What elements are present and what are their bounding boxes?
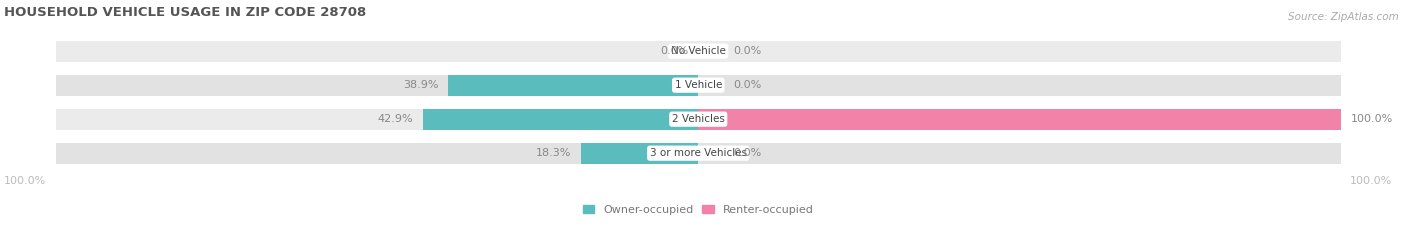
Text: 38.9%: 38.9% [404,80,439,90]
Text: 100.0%: 100.0% [1351,114,1393,124]
Bar [581,143,699,164]
Text: 2 Vehicles: 2 Vehicles [672,114,724,124]
Bar [699,109,1341,130]
Bar [56,143,699,164]
Bar [699,143,1341,164]
Text: 18.3%: 18.3% [536,148,571,158]
Bar [56,41,699,62]
Text: 3 or more Vehicles: 3 or more Vehicles [650,148,747,158]
Text: 0.0%: 0.0% [734,148,762,158]
Text: 0.0%: 0.0% [734,46,762,56]
Bar [56,109,699,130]
Bar [699,75,1341,96]
Text: Source: ZipAtlas.com: Source: ZipAtlas.com [1288,12,1399,22]
Text: 0.0%: 0.0% [734,80,762,90]
Text: 42.9%: 42.9% [377,114,413,124]
Bar [449,75,699,96]
Text: 100.0%: 100.0% [1350,176,1392,186]
Text: 1 Vehicle: 1 Vehicle [675,80,721,90]
Text: 0.0%: 0.0% [661,46,689,56]
Bar [423,109,699,130]
Text: 100.0%: 100.0% [4,176,46,186]
Text: HOUSEHOLD VEHICLE USAGE IN ZIP CODE 28708: HOUSEHOLD VEHICLE USAGE IN ZIP CODE 2870… [4,6,367,19]
Bar [56,75,699,96]
Text: No Vehicle: No Vehicle [671,46,725,56]
Bar [699,41,1341,62]
Bar [699,109,1341,130]
Legend: Owner-occupied, Renter-occupied: Owner-occupied, Renter-occupied [579,200,818,219]
